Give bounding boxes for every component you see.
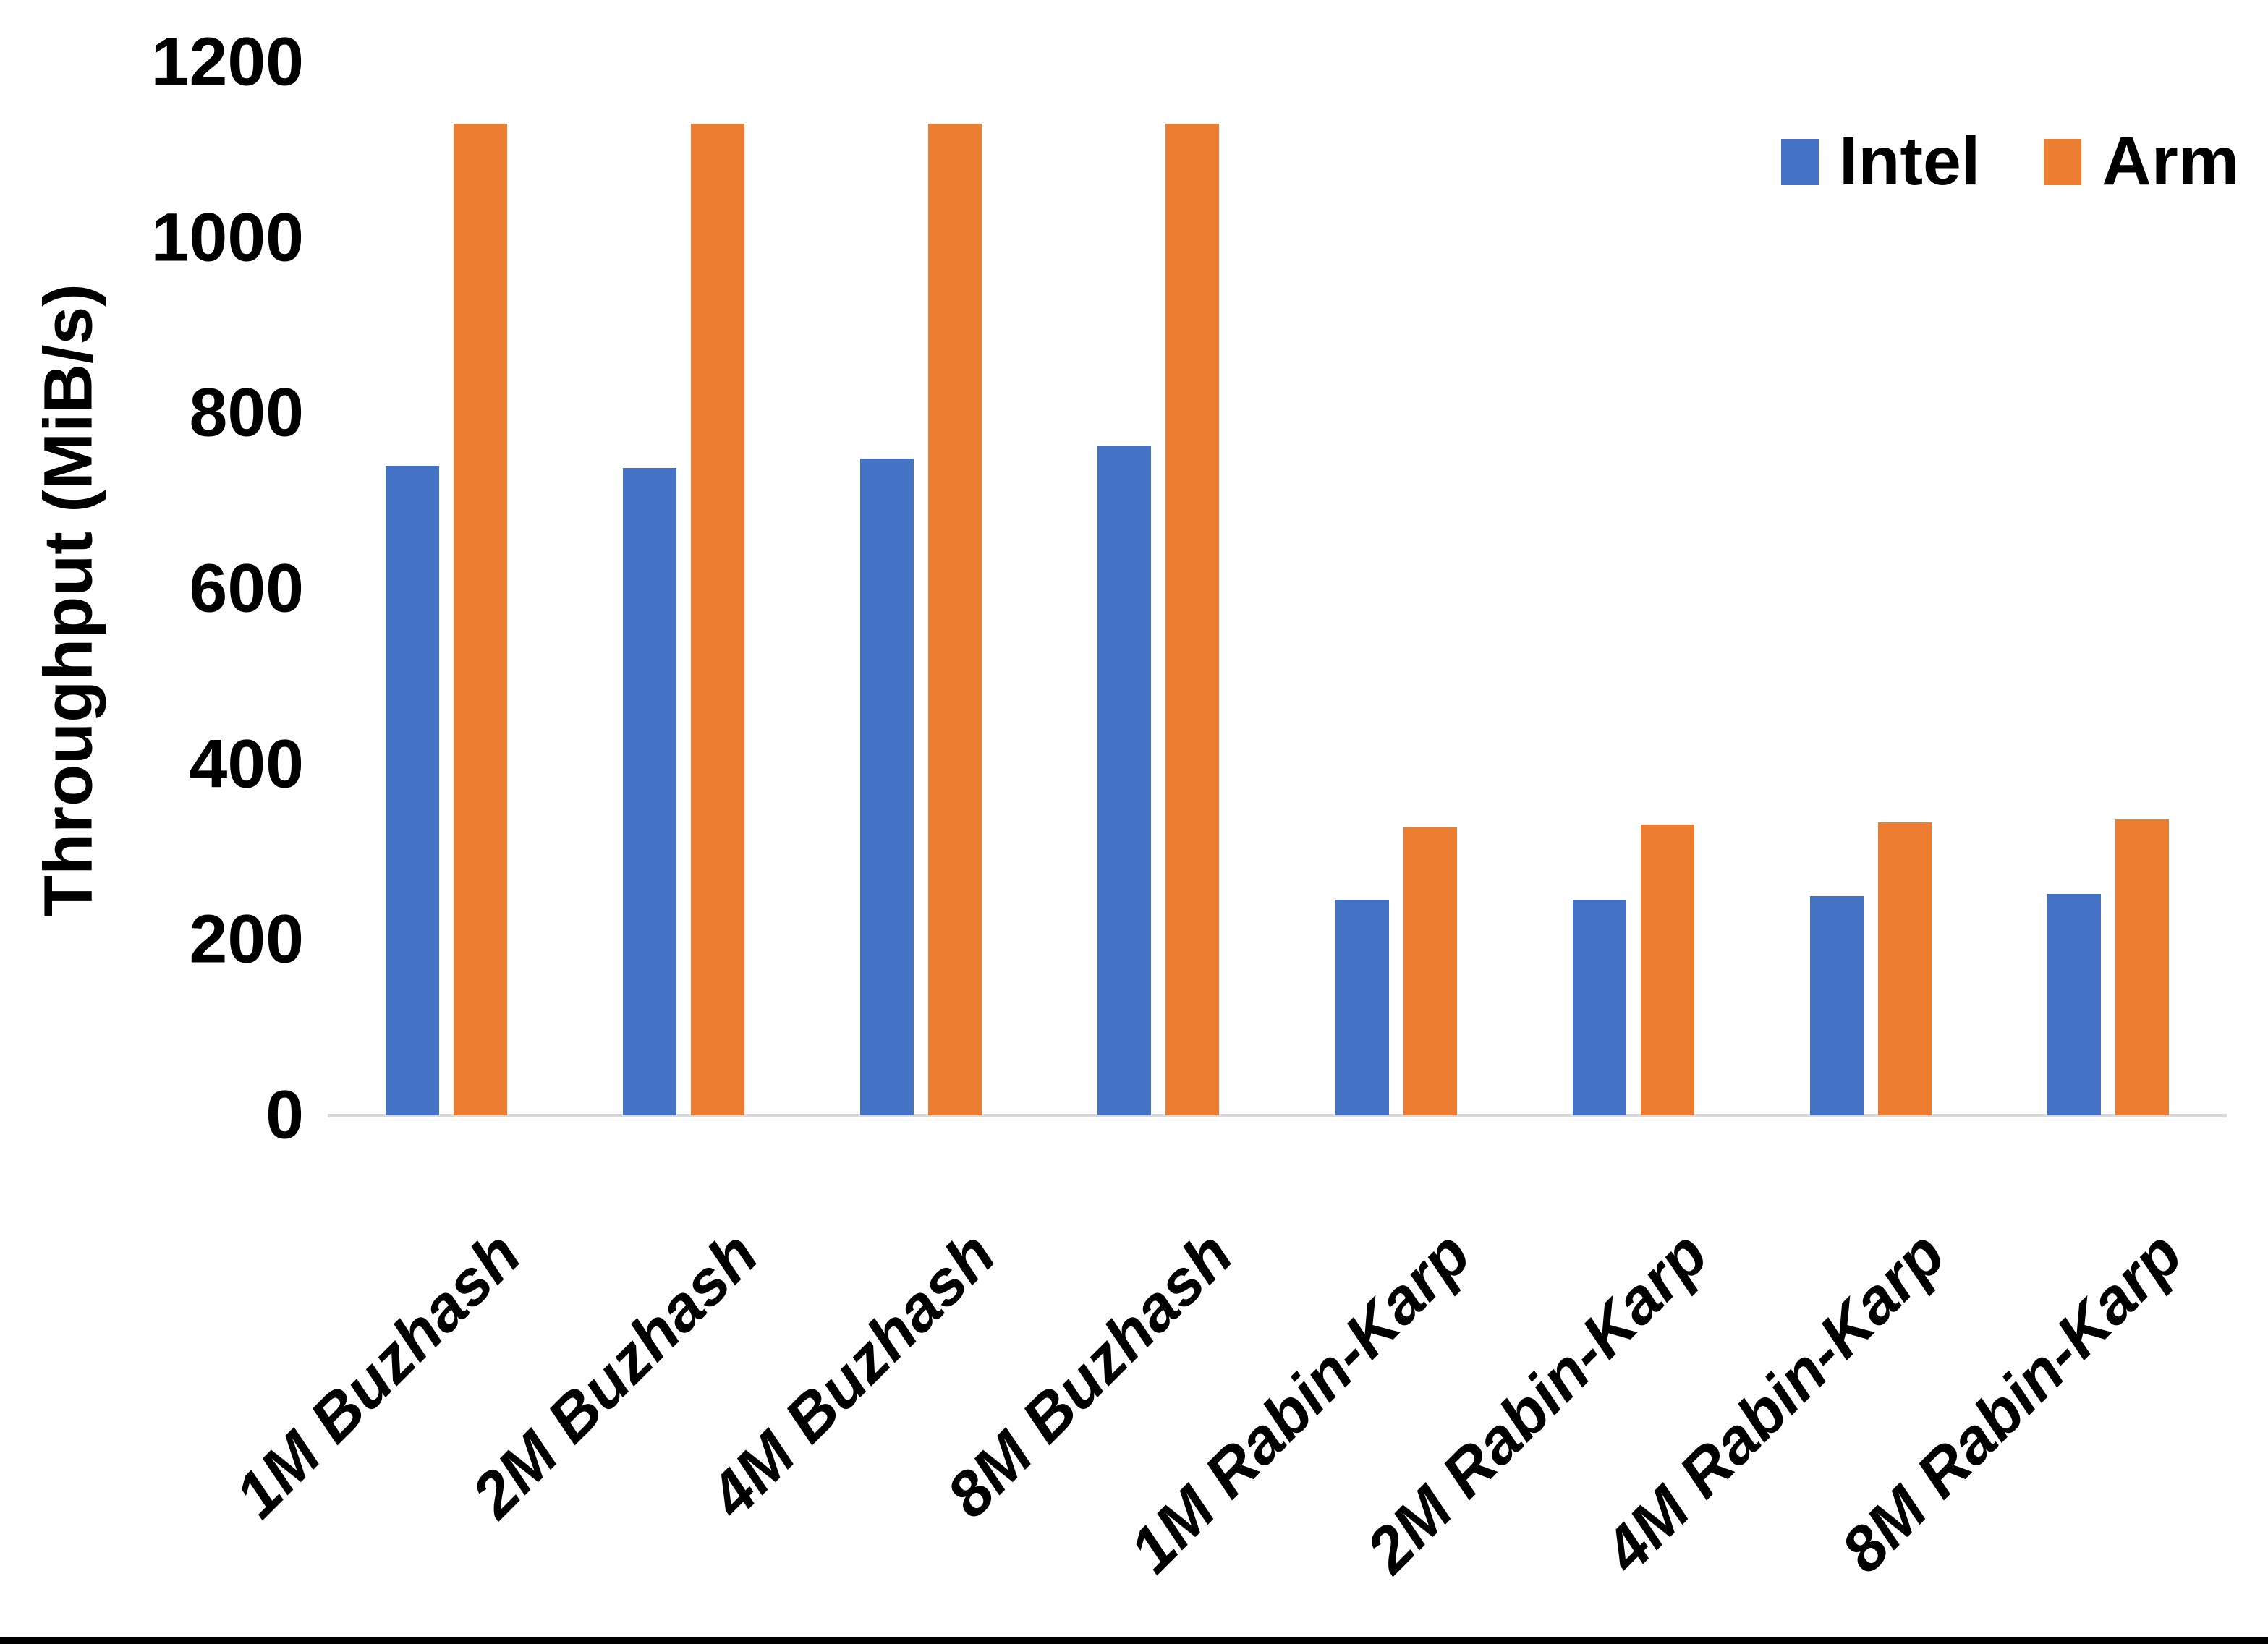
- y-tick-label: 1200: [150, 23, 304, 101]
- y-tick-label: 200: [189, 900, 304, 978]
- bar-arm-2m-buzhash: [691, 123, 745, 1115]
- bar-intel-4m-buzhash: [860, 459, 914, 1115]
- legend-item-intel: Intel: [1781, 127, 1980, 196]
- y-tick-label: 0: [266, 1076, 304, 1154]
- bar-intel-1m-rabin-karp: [1335, 899, 1389, 1115]
- y-tick-label: 400: [189, 725, 304, 803]
- bar-arm-4m-rabin-karp: [1877, 822, 1932, 1115]
- bar-arm-1m-buzhash: [454, 123, 508, 1115]
- bar-intel-8m-rabin-karp: [2047, 894, 2101, 1115]
- bar-arm-4m-buzhash: [928, 123, 982, 1115]
- legend: Intel Arm: [1781, 127, 2239, 196]
- legend-swatch-intel: [1781, 138, 1819, 185]
- bar-intel-2m-buzhash: [623, 467, 677, 1115]
- bar-intel-1m-buzhash: [386, 466, 440, 1115]
- bar-intel-8m-buzhash: [1097, 446, 1152, 1115]
- y-tick-label: 800: [189, 374, 304, 451]
- legend-item-arm: Arm: [2044, 127, 2239, 196]
- bar-arm-8m-buzhash: [1165, 123, 1220, 1115]
- legend-swatch-arm: [2044, 138, 2082, 185]
- legend-label-intel: Intel: [1839, 123, 1981, 200]
- bar-arm-8m-rabin-karp: [2115, 819, 2169, 1115]
- bar-intel-4m-rabin-karp: [1809, 895, 1864, 1115]
- legend-label-arm: Arm: [2102, 123, 2240, 200]
- y-tick-label: 600: [189, 550, 304, 627]
- y-tick-label: 1000: [150, 199, 304, 276]
- plot-area: [328, 62, 2227, 1115]
- bottom-border-line: [0, 1637, 2268, 1644]
- bar-intel-2m-rabin-karp: [1572, 899, 1626, 1115]
- x-axis-line: [328, 1114, 2227, 1117]
- bar-arm-2m-rabin-karp: [1640, 825, 1694, 1115]
- bar-arm-1m-rabin-karp: [1403, 827, 1457, 1115]
